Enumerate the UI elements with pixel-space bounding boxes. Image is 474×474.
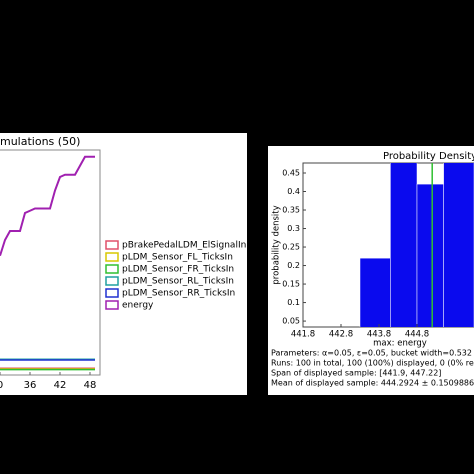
legend-swatch: [105, 264, 119, 274]
x-tick-label: 444.8: [405, 330, 429, 340]
y-tick-label: 0.1: [287, 298, 300, 307]
right-title: Probability Density: [383, 151, 474, 162]
legend-swatch: [105, 300, 119, 310]
x-tick-label: 441.8: [291, 330, 315, 340]
note: Mean of displayed sample: 444.2924 ± 0.1…: [271, 379, 474, 388]
histogram-bars: [359, 163, 474, 327]
note: Parameters: α=0.05, ε=0.05, bucket width…: [271, 349, 472, 358]
x-tick-label: 42: [54, 380, 67, 391]
y-tick-label: 0.35: [282, 206, 300, 215]
legend-label: pLDM_Sensor_FR_TicksIn: [122, 265, 234, 275]
line-plot: [0, 155, 95, 371]
y-tick-label: 0.05: [282, 317, 300, 326]
bar: [390, 163, 418, 327]
x-tick-label: 0: [0, 380, 3, 391]
legend-swatch: [105, 252, 119, 262]
y-tick-label: 0.4: [287, 187, 300, 196]
x-axis-label: max: energy: [373, 339, 427, 349]
legend-swatch: [105, 288, 119, 298]
bar: [359, 257, 391, 327]
y-tick-label: 0.25: [282, 243, 300, 252]
left-title: mulations (50): [0, 135, 80, 148]
y-tick-label: 0.3: [287, 224, 300, 233]
left-panel: [0, 133, 247, 395]
legend-label: pLDM_Sensor_FL_TicksIn: [122, 253, 233, 263]
y-tick-label: 0.2: [287, 261, 300, 270]
x-tick-label: 442.8: [329, 330, 353, 340]
x-tick-label: 443.8: [367, 330, 391, 340]
y-tick-label: 0.15: [282, 280, 300, 289]
note: Runs: 100 in total, 100 (100%) displayed…: [271, 359, 474, 368]
series-line: [0, 155, 95, 257]
y-axis-label: probability density: [272, 205, 282, 284]
bar: [416, 183, 444, 327]
legend-swatch: [105, 276, 119, 286]
y-tick-label: 0.45: [282, 168, 300, 177]
legend-label: energy: [122, 301, 154, 311]
x-tick-label: 36: [24, 380, 37, 391]
x-tick-label: 48: [84, 380, 97, 391]
left-plot-frame: [0, 149, 101, 376]
bar: [443, 163, 474, 327]
note: Span of displayed sample: [441.9, 447.22…: [271, 369, 441, 378]
legend-label: pLDM_Sensor_RL_TicksIn: [122, 277, 234, 287]
legend-swatch: [105, 240, 119, 250]
legend-label: pBrakePedalLDM_ElSignalIn: [122, 241, 246, 251]
legend-label: pLDM_Sensor_RR_TicksIn: [122, 289, 235, 299]
